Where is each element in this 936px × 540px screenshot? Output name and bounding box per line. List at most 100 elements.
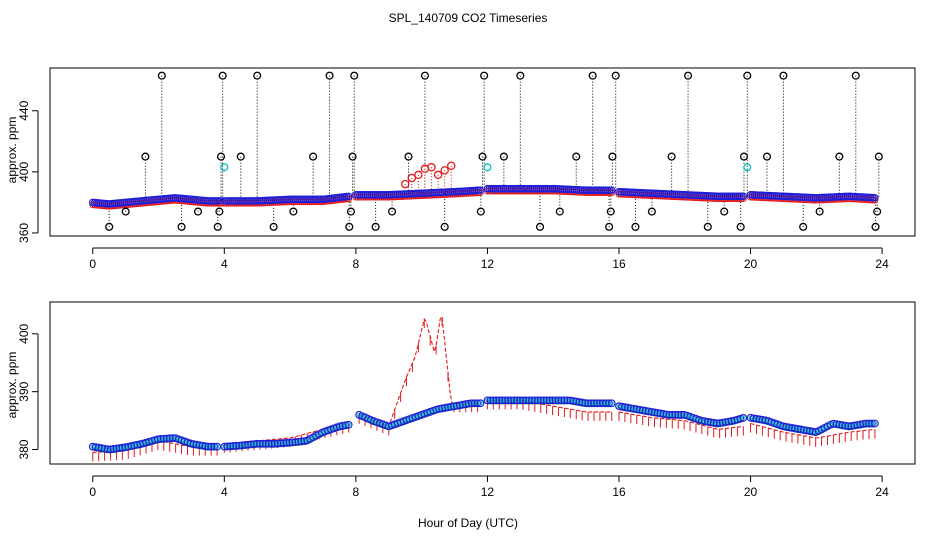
top-spike-point <box>309 152 318 161</box>
top-y-tick-label: 400 <box>17 162 31 182</box>
bottom-blue-point <box>220 442 229 451</box>
bottom-blue-point <box>587 399 595 408</box>
bottom-blue-point <box>590 399 598 408</box>
bottom-blue-point <box>165 434 174 443</box>
bottom-blue-point <box>510 396 518 405</box>
bottom-x-tick-label: 0 <box>89 485 96 499</box>
bottom-blue-point <box>473 399 482 408</box>
top-spike-point <box>404 152 413 161</box>
top-cyan-point <box>220 163 229 172</box>
top-spike-point <box>325 71 334 80</box>
top-blue-point <box>344 192 353 201</box>
bottom-blue-point <box>671 410 680 419</box>
top-spike-point <box>536 222 545 231</box>
bottom-blue-point <box>519 396 527 405</box>
top-drop-lines <box>108 75 880 227</box>
top-spike-points <box>105 71 883 231</box>
bottom-cyan-point <box>346 422 351 427</box>
top-spike-point <box>269 222 278 231</box>
bottom-blue-point <box>841 421 850 430</box>
top-spike-point <box>420 71 429 80</box>
top-spike-point <box>684 71 693 80</box>
top-spike-point <box>193 207 203 216</box>
bottom-blue-point <box>581 399 590 407</box>
bottom-blue-point <box>560 396 569 405</box>
bottom-blue-point <box>261 439 270 448</box>
top-spike-point <box>499 152 508 161</box>
bottom-blue-point <box>153 435 162 444</box>
top-blue-point <box>739 192 748 201</box>
top-x-tick-label: 20 <box>744 257 758 271</box>
bottom-blue-point <box>285 438 294 447</box>
bottom-blue-point <box>486 396 495 405</box>
bottom-blue-point <box>267 439 276 448</box>
bottom-blue-point <box>513 396 521 405</box>
top-blue-point <box>871 193 879 202</box>
top-spike-point <box>345 222 354 231</box>
top-x-axis: 0 4 8 12 16 20 24 <box>89 247 889 271</box>
top-y-tick-label: 360 <box>17 223 31 243</box>
bottom-x-tick-label: 4 <box>221 485 228 499</box>
top-spike-point <box>873 207 882 216</box>
bottom-plot-frame <box>49 301 916 465</box>
top-red-excursion-point <box>447 161 456 170</box>
bottom-blue-point <box>808 427 817 436</box>
bottom-x-tick-label: 8 <box>353 485 360 499</box>
top-cyan-point <box>743 163 752 172</box>
top-red-excursion-point <box>427 163 436 172</box>
bottom-blue-point <box>103 445 112 454</box>
bottom-blue-point <box>507 396 516 405</box>
top-x-tick-label: 24 <box>875 257 889 271</box>
top-y-axis: 360 400 440 <box>17 100 39 243</box>
bottom-blue-point <box>542 396 551 405</box>
top-spike-point <box>289 207 298 216</box>
bottom-blue-point <box>596 399 604 408</box>
bottom-blue-point <box>563 396 572 405</box>
top-spike-point <box>516 71 525 80</box>
bottom-blue-point <box>279 439 288 447</box>
figure-title: SPL_140709 CO2 Timeseries <box>389 11 548 25</box>
top-spike-point <box>720 207 729 216</box>
top-spike-point <box>141 152 150 161</box>
top-spike-point <box>874 152 883 161</box>
bottom-blue-point <box>548 396 557 405</box>
top-cyan-points <box>220 163 752 172</box>
bottom-red-trace <box>92 315 876 462</box>
bottom-blue-point <box>739 414 748 422</box>
bottom-blue-point <box>282 438 291 447</box>
bottom-blue-point <box>100 444 109 453</box>
bottom-blue-point <box>210 442 219 451</box>
bottom-blue-point <box>247 440 255 449</box>
bottom-blue-point <box>241 441 249 449</box>
bottom-red-line <box>618 411 744 430</box>
top-spike-point <box>647 207 656 216</box>
bottom-blue-point <box>844 422 853 431</box>
bottom-blue-point <box>709 418 718 427</box>
bottom-blue-point <box>244 440 252 449</box>
bottom-blue-point <box>504 396 513 405</box>
bottom-blue-point <box>604 399 613 408</box>
top-red-excursion-point <box>400 179 410 189</box>
bottom-blue-point <box>470 399 479 408</box>
bottom-blue-point <box>483 396 492 405</box>
bottom-blue-point <box>250 440 258 448</box>
bottom-blue-point <box>273 439 282 448</box>
top-x-tick-label: 12 <box>481 257 495 271</box>
top-x-tick-label: 16 <box>612 257 626 271</box>
bottom-blue-point <box>536 396 545 405</box>
bottom-blue-point <box>593 399 601 408</box>
top-spike-point <box>851 71 860 80</box>
bottom-blue-point <box>527 396 536 405</box>
bottom-cyan-point <box>741 415 746 420</box>
bottom-blue-point <box>109 445 118 453</box>
bottom-blue-point <box>495 396 504 405</box>
top-spike-point <box>371 222 380 231</box>
bottom-blue-point <box>344 420 353 429</box>
bottom-blue-point <box>662 410 671 419</box>
bottom-blue-point <box>862 419 870 428</box>
top-spike-point <box>440 222 449 231</box>
bottom-blue-point <box>492 396 501 405</box>
bottom-blue-point <box>712 419 721 428</box>
bottom-cyan-point <box>478 401 483 406</box>
bottom-blue-point <box>276 439 285 448</box>
